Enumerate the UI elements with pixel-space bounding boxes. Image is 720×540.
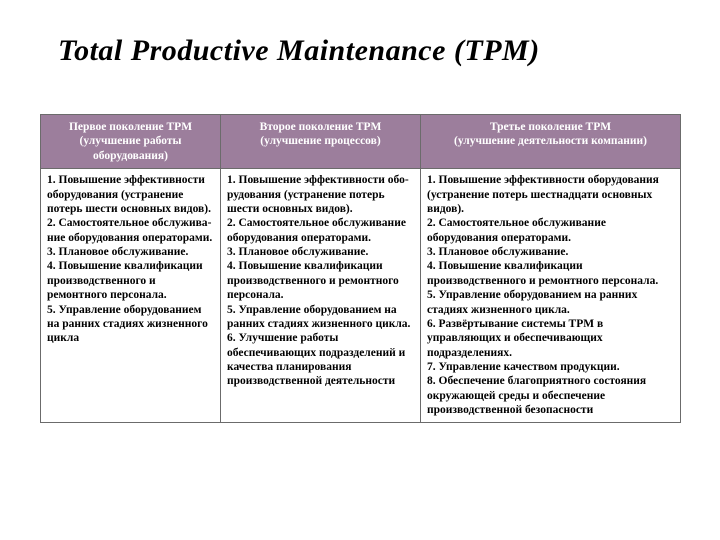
slide: Total Productive Maintenance (TPM) Перво… [0,0,720,540]
page-title: Total Productive Maintenance (TPM) [58,34,680,68]
cell-gen1: 1. Повышение эффективности оборудования … [41,169,221,422]
table-header-row: Первое поколение TPM(улучшение работы об… [41,115,681,169]
col-header-gen1: Первое поколение TPM(улучшение работы об… [41,115,221,169]
col-header-gen2: Второе поколение TPM(улучшение процессов… [221,115,421,169]
cell-gen3: 1. Повышение эффективности оборудования … [421,169,681,422]
col-header-gen3: Третье поколение TPM(улучшение деятельно… [421,115,681,169]
tpm-generations-table: Первое поколение TPM(улучшение работы об… [40,114,681,423]
cell-gen2: 1. Повышение эффективности обо­рудования… [221,169,421,422]
table-row: 1. Повышение эффективности оборудования … [41,169,681,422]
